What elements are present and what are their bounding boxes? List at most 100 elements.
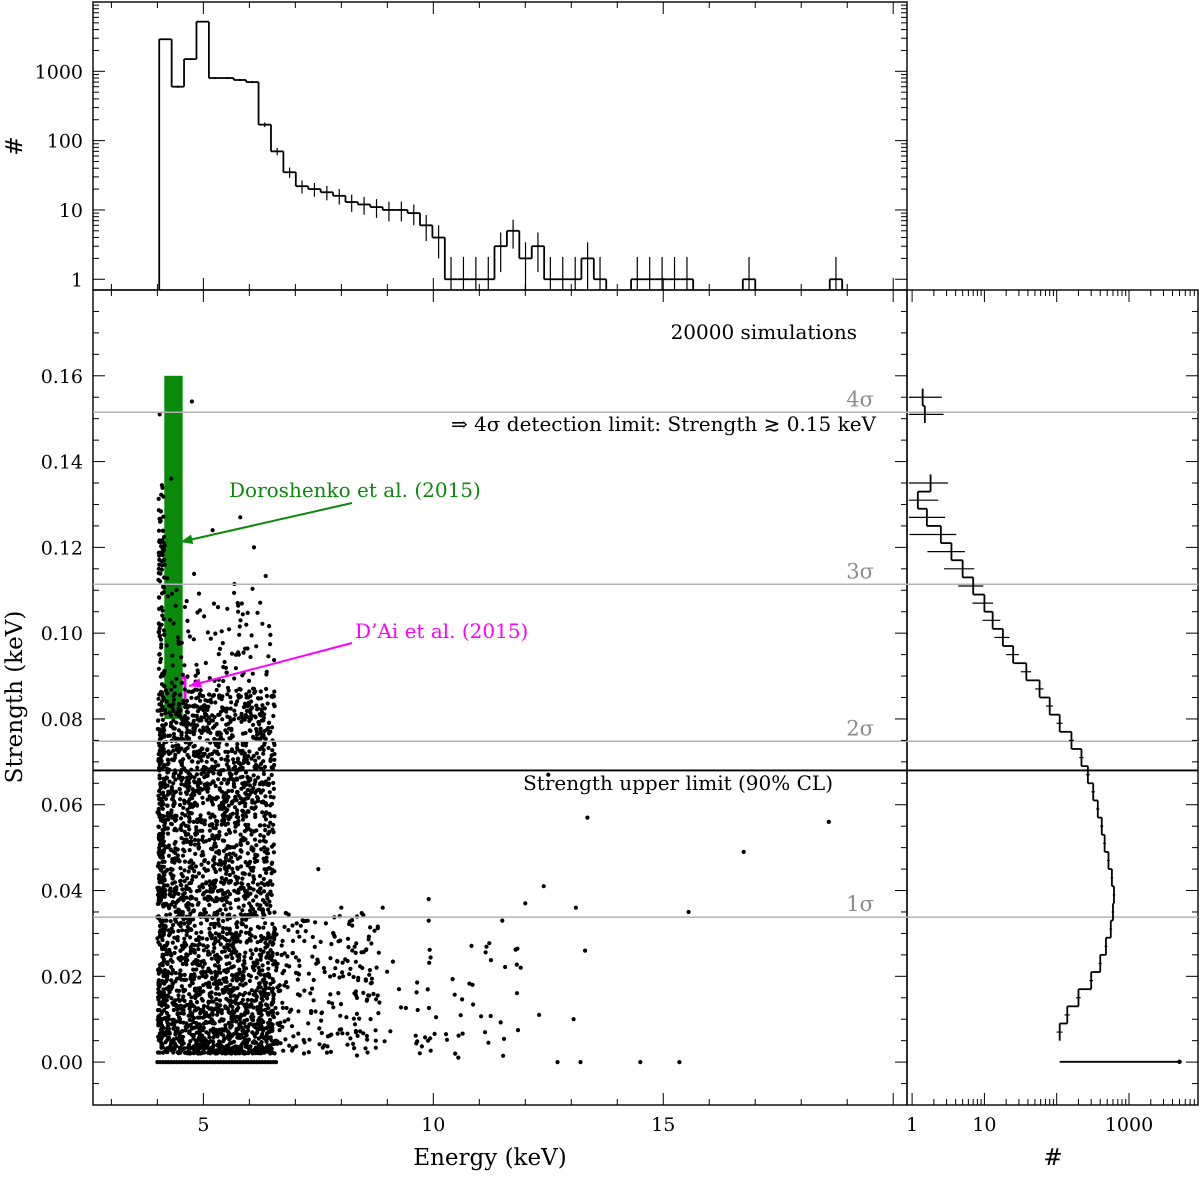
scatter-point <box>204 880 209 885</box>
x-tick-label: 10 <box>421 1114 445 1136</box>
scatter-point <box>358 964 363 969</box>
scatter-point <box>180 997 185 1002</box>
scatter-point <box>251 992 256 997</box>
scatter-point <box>158 516 163 522</box>
scatter-point <box>160 558 166 563</box>
scatter-point <box>160 827 165 832</box>
scatter-point <box>162 575 167 580</box>
scatter-point <box>183 782 188 787</box>
scatter-point <box>237 955 242 961</box>
scatter-point <box>200 828 205 833</box>
scatter-point <box>211 1030 216 1035</box>
scatter-point <box>228 906 233 911</box>
scatter-layer <box>155 399 831 1065</box>
scatter-point <box>235 890 240 895</box>
scatter-point <box>212 924 217 930</box>
scatter-point <box>232 708 237 713</box>
scatter-point <box>199 817 204 823</box>
scatter-point <box>219 756 224 762</box>
scatter-point <box>158 744 163 750</box>
scatter-point <box>160 693 165 698</box>
scatter-point <box>172 1041 177 1046</box>
scatter-point <box>166 853 171 858</box>
scatter-point <box>182 859 188 864</box>
scatter-point <box>224 938 229 943</box>
scatter-point <box>162 893 167 898</box>
scatter-point <box>192 959 197 965</box>
scatter-point <box>249 933 254 938</box>
scatter-point <box>217 932 222 937</box>
scatter-point <box>199 862 204 867</box>
scatter-point <box>260 745 265 750</box>
scatter-point <box>194 828 199 833</box>
scatter-point <box>396 987 402 992</box>
scatter-point <box>469 943 474 949</box>
scatter-point <box>234 949 239 954</box>
scatter-point <box>199 746 204 751</box>
scatter-point <box>190 759 195 764</box>
scatter-point <box>270 748 275 753</box>
scatter-point <box>233 771 238 776</box>
scatter-point <box>287 1043 292 1048</box>
scatter-point <box>212 940 217 946</box>
scatter-point <box>296 958 301 963</box>
scatter-point <box>228 814 233 820</box>
scatter-point <box>170 967 175 973</box>
scatter-point <box>248 693 253 699</box>
scatter-point <box>183 1028 188 1033</box>
scatter-point <box>200 972 205 977</box>
scatter-point <box>187 704 192 709</box>
scatter-point <box>328 992 333 997</box>
scatter-point <box>234 843 239 848</box>
scatter-point <box>310 934 315 940</box>
scatter-point <box>225 780 231 785</box>
scatter-point <box>537 1012 542 1018</box>
scatter-point <box>194 696 199 701</box>
scatter-point <box>201 1025 206 1030</box>
scatter-point <box>262 845 267 850</box>
scatter-point <box>201 708 206 713</box>
scatter-point <box>230 859 235 864</box>
scatter-point <box>162 781 167 786</box>
scatter-point <box>191 1034 196 1039</box>
scatter-point <box>160 485 165 490</box>
scatter-point <box>337 975 342 980</box>
scatter-point <box>185 1024 190 1030</box>
scatter-point <box>231 945 236 950</box>
scatter-point <box>170 940 175 945</box>
scatter-point <box>162 981 167 986</box>
y-tick-label: 0.02 <box>41 966 83 988</box>
scatter-point <box>157 626 162 631</box>
scatter-point <box>251 686 257 692</box>
scatter-point <box>192 988 197 993</box>
scatter-point <box>271 713 276 719</box>
scatter-point <box>193 1025 198 1030</box>
scatter-point <box>156 810 161 815</box>
scatter-point <box>470 982 475 987</box>
scatter-point <box>268 879 273 884</box>
scatter-point <box>230 1019 235 1024</box>
scatter-point <box>186 824 191 829</box>
scatter-point <box>158 579 163 584</box>
scatter-point <box>169 814 174 819</box>
scatter-point <box>244 708 249 714</box>
scatter-point <box>456 1033 461 1038</box>
scatter-point <box>498 1020 503 1025</box>
scatter-point <box>210 847 215 852</box>
scatter-point <box>172 828 177 833</box>
scatter-point <box>262 889 267 894</box>
scatter-point <box>207 692 212 697</box>
scatter-point <box>265 942 270 947</box>
scatter-point <box>195 717 200 722</box>
scatter-point <box>263 945 268 950</box>
scatter-point <box>259 800 264 805</box>
scatter-point <box>266 1048 271 1053</box>
scatter-point <box>207 926 212 931</box>
right-hist-point <box>1177 1059 1182 1065</box>
scatter-point <box>350 918 355 923</box>
scatter-point <box>251 722 256 727</box>
scatter-point <box>190 895 195 900</box>
dai-arrow-head <box>189 678 202 688</box>
scatter-point <box>228 982 233 988</box>
scatter-point <box>228 901 233 906</box>
